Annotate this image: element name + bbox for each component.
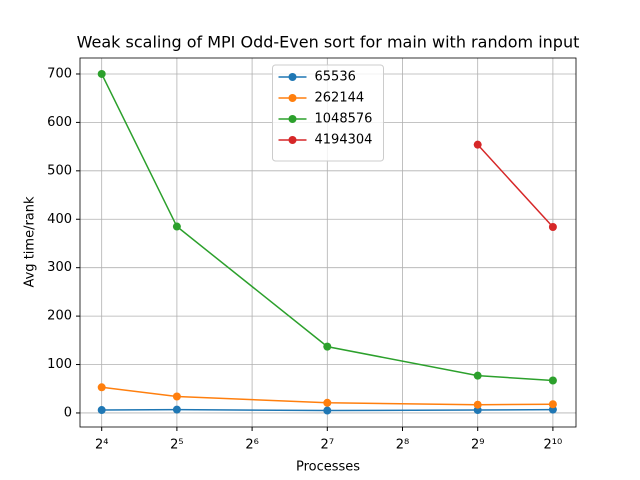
- x-axis-label: Processes: [296, 460, 360, 475]
- legend-label: 262144: [315, 91, 365, 106]
- legend-label: 65536: [315, 70, 356, 85]
- x-tick-label: 2⁶: [245, 438, 258, 453]
- data-point: [323, 342, 332, 351]
- y-tick-label: 700: [47, 66, 72, 81]
- data-point: [548, 376, 557, 385]
- data-point: [473, 400, 482, 409]
- y-tick-label: 200: [47, 309, 72, 324]
- x-tick-label: 2⁷: [321, 438, 334, 453]
- x-tick-label: 2⁵: [170, 438, 183, 453]
- data-point: [97, 69, 106, 78]
- data-point: [97, 383, 106, 392]
- data-point: [323, 398, 332, 407]
- legend-marker: [288, 115, 297, 123]
- x-tick-label: 2⁸: [396, 438, 409, 453]
- legend-marker: [288, 94, 297, 102]
- data-point: [97, 406, 106, 415]
- series-line: [477, 144, 554, 228]
- legend-marker: [288, 73, 297, 81]
- data-point: [172, 392, 181, 401]
- legend-label: 4194304: [315, 133, 373, 148]
- legend-label: 1048576: [315, 112, 373, 127]
- data-point: [473, 371, 482, 380]
- data-point: [548, 400, 557, 409]
- y-tick-label: 300: [47, 260, 72, 275]
- y-tick-label: 400: [47, 212, 72, 227]
- data-point: [172, 405, 181, 414]
- chart-title: Weak scaling of MPI Odd-Even sort for ma…: [77, 33, 580, 52]
- y-tick-label: 500: [47, 163, 72, 178]
- x-tick-label: 2¹⁰: [544, 438, 563, 453]
- data-point: [548, 223, 557, 232]
- x-tick-label: 2⁴: [95, 438, 108, 453]
- legend-box: [272, 64, 384, 162]
- y-tick-label: 600: [47, 115, 72, 130]
- legend-marker: [288, 136, 297, 144]
- y-axis-label: Avg time/rank: [23, 196, 38, 288]
- plot-frame: [79, 57, 577, 428]
- y-tick-label: 100: [47, 357, 72, 372]
- data-point: [172, 222, 181, 231]
- y-tick-label: 0: [64, 405, 72, 420]
- data-point: [323, 406, 332, 415]
- x-tick-label: 2⁹: [471, 438, 484, 453]
- data-point: [473, 140, 482, 149]
